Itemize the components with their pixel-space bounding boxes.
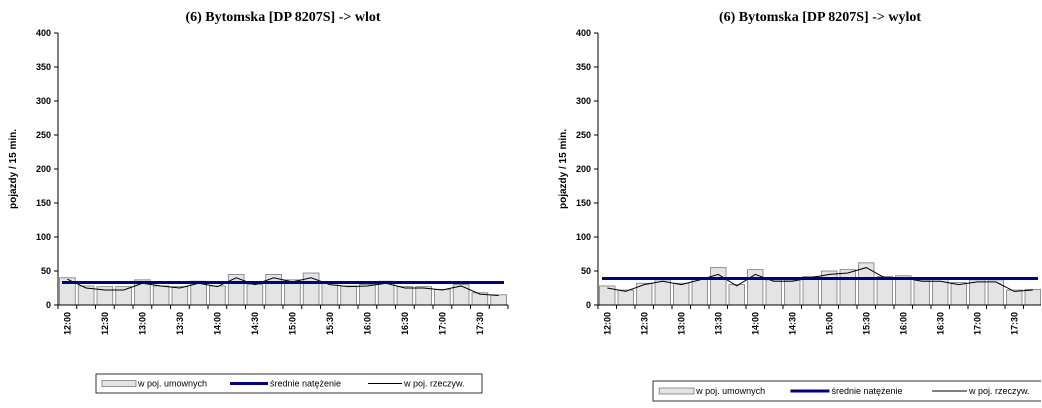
chart-1-actual-line [607, 267, 1033, 292]
chart-1-bar [710, 267, 727, 306]
chart-0-legend-label-actual: w poj. rzeczyw. [403, 379, 465, 389]
chart-1-x-tick-label: 16:30 [935, 312, 945, 335]
chart-1-y-tick-label: 0 [586, 300, 591, 310]
chart-1-x-tick-label: 14:30 [787, 312, 797, 335]
chart-1-x-tick-label: 13:00 [676, 312, 686, 335]
chart-0-legend-bar-swatch [101, 380, 137, 387]
chart-1-bar [728, 284, 745, 306]
chart-1-x-tick-label: 15:00 [824, 312, 834, 335]
chart-1-bar [691, 277, 708, 306]
chart-1-title: (6) Bytomska [DP 8207S] -> wylot [719, 10, 921, 25]
chart-1-bar [969, 279, 986, 306]
chart-0-bar [115, 286, 132, 306]
chart-1-bar [895, 275, 912, 306]
chart-0-x-tick-label: 12:00 [62, 312, 72, 335]
chart-0-bar [152, 285, 170, 306]
chart-0-bar [227, 273, 245, 306]
chart-0-x-tick-label: 16:00 [362, 312, 372, 335]
chart-0-x-tick-label: 13:00 [137, 312, 147, 335]
chart-1-y-tick-label: 100 [576, 232, 591, 242]
chart-1-bar [617, 289, 634, 306]
chart-1-legend-bar-swatch [658, 387, 695, 395]
chart-1-x-tick-label: 14:00 [750, 312, 760, 335]
chart-svg: (6) Bytomska [DP 8207S] -> wylot pojazdy … [558, 10, 1042, 402]
chart-0-bar [321, 282, 339, 306]
chart-0-bar [396, 286, 414, 306]
chart-0-y-tick-label: 200 [36, 164, 51, 174]
chart-1-bar [1006, 289, 1023, 306]
chart-1-bar [1024, 288, 1041, 306]
chart-0-x-tick-label: 13:30 [175, 312, 185, 335]
chart-1-x-tick-label: 17:00 [972, 312, 982, 335]
chart-1-bar [987, 279, 1004, 306]
chart-1-bar [913, 279, 930, 306]
chart-0-x-tick-label: 15:30 [325, 312, 335, 335]
chart-0-actual-line [67, 277, 499, 296]
chart-1-legend [652, 380, 1042, 402]
chart-1-bar [932, 278, 949, 306]
chart-1-y-tick-label: 400 [576, 28, 591, 38]
chart-1-x-tick-label: 12:00 [602, 312, 612, 335]
chart-0-legend-label-mean: średnie natężenie [270, 379, 341, 389]
chart-0-y-tick-label: 50 [41, 266, 51, 276]
chart-0-x-tick-label: 14:30 [250, 312, 260, 335]
chart-1-y-tick-label: 350 [576, 62, 591, 72]
chart-1-x-tick-label: 15:30 [861, 312, 871, 335]
chart-0-x-tick-label: 12:30 [100, 312, 110, 335]
chart-1-bar [876, 276, 893, 306]
chart-0-legend [95, 373, 483, 394]
chart-1-bar [839, 269, 856, 306]
chart-1-bar [950, 282, 967, 306]
chart-1-y-tick-label: 300 [576, 96, 591, 106]
chart-svg: (6) Bytomska [DP 8207S] -> wlot pojazdy /… [8, 10, 509, 394]
chart-0-bar [490, 294, 507, 306]
chart-0-y-axis-label: pojazdy / 15 min. [8, 129, 19, 209]
chart-0-y-tick-label: 300 [36, 96, 51, 106]
chart-0-y-tick-label: 150 [36, 198, 51, 208]
chart-0-bar [171, 286, 189, 306]
chart-1-y-tick-label: 50 [581, 266, 591, 276]
chart-1-legend-label-mean: średnie natężenie [832, 386, 903, 396]
chart-1-bar [802, 276, 819, 306]
chart-0-bar [246, 284, 264, 306]
chart-0-x-tick-label: 15:00 [287, 312, 297, 335]
chart-1-y-tick-label: 150 [576, 198, 591, 208]
chart-0-bar [209, 285, 226, 306]
chart-0-y-tick-label: 100 [36, 232, 51, 242]
chart-0-x-tick-label: 16:30 [400, 312, 410, 335]
chart-0-bar [359, 284, 376, 306]
chart-1-bar [654, 279, 671, 306]
chart-0-bar [434, 288, 451, 306]
chart-1-x-tick-label: 13:30 [713, 312, 723, 335]
chart-0-bar [415, 286, 432, 306]
chart-1-bar [673, 282, 690, 306]
chart-0-y-tick-label: 0 [46, 300, 51, 310]
chart-1-legend-label-actual: w poj. rzeczyw. [968, 386, 1030, 396]
chart-wlot: (6) Bytomska [DP 8207S] -> wlot pojazdy /… [0, 0, 520, 403]
chart-1-x-tick-label: 12:30 [639, 312, 649, 335]
chart-0-x-tick-label: 17:30 [475, 312, 485, 335]
chart-1-y-tick-label: 200 [576, 164, 591, 174]
chart-0-y-tick-label: 400 [36, 28, 51, 38]
chart-1-bar [765, 279, 782, 306]
chart-1-bar [821, 270, 838, 306]
chart-0-bar [340, 285, 357, 306]
chart-1-y-tick-label: 250 [576, 130, 591, 140]
chart-1-x-tick-label: 17:30 [1009, 312, 1019, 335]
chart-0-x-tick-label: 17:00 [437, 312, 447, 335]
chart-1-x-tick-label: 16:00 [898, 312, 908, 335]
chart-0-y-tick-label: 250 [36, 130, 51, 140]
chart-0-title: (6) Bytomska [DP 8207S] -> wlot [185, 10, 380, 25]
chart-0-legend-label-bar: w poj. umownych [137, 379, 207, 389]
chart-0-x-tick-label: 14:00 [212, 312, 222, 335]
chart-0-y-tick-label: 350 [36, 62, 51, 72]
chart-1-legend-label-bar: w poj. umownych [695, 386, 765, 396]
chart-1-y-axis-label: pojazdy / 15 min. [558, 129, 569, 209]
chart-1-bar [784, 279, 801, 306]
chart-wylot: (6) Bytomska [DP 8207S] -> wylot pojazdy … [521, 0, 1042, 403]
